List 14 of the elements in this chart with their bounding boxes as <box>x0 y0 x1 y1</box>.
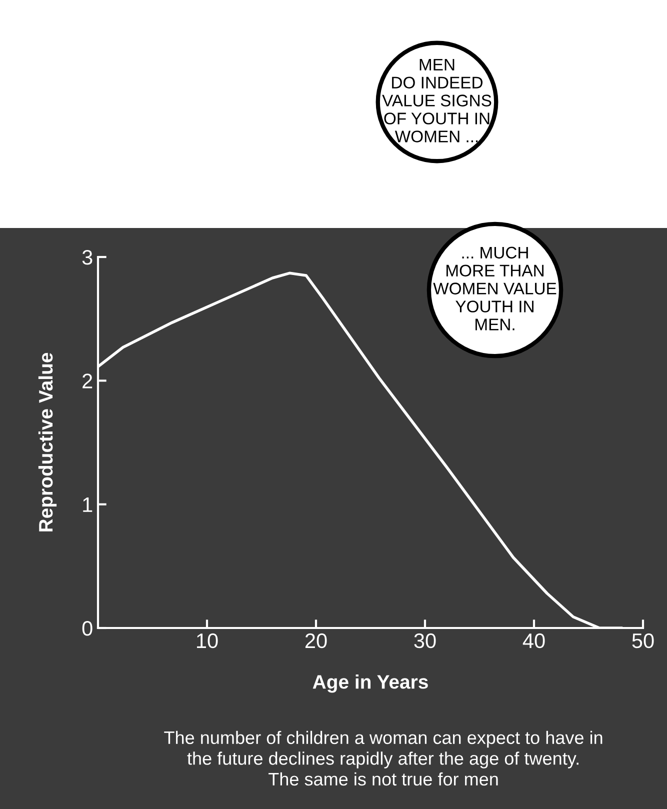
annotation: ... MUCH MORE THAN WOMEN VALUE YOUTH IN MEN. <box>433 246 556 330</box>
x-tick-label: 40 <box>522 633 545 648</box>
y-tick-label: 0 <box>82 621 92 636</box>
y-tick-label: 1 <box>83 498 92 512</box>
y-tick-label: 2 <box>82 374 92 388</box>
x-tick-label: 20 <box>305 633 327 648</box>
x-tick-label: 30 <box>414 633 436 648</box>
y-axis-title: Reproductive Value <box>38 352 57 532</box>
x-axis-title: Age in Years <box>312 674 428 693</box>
text: MEN DO INDEED VALUE SIGNS OF YOUTH IN WOMEN ... <box>382 58 492 142</box>
x-tick-label: 50 <box>632 633 654 648</box>
x-tick-label: 10 <box>197 633 218 648</box>
text: The number of children a woman can expect to have in the future declines rapidly after the age of twenty. The same is not true for men <box>164 730 602 786</box>
y-tick-label: 3 <box>82 250 92 265</box>
